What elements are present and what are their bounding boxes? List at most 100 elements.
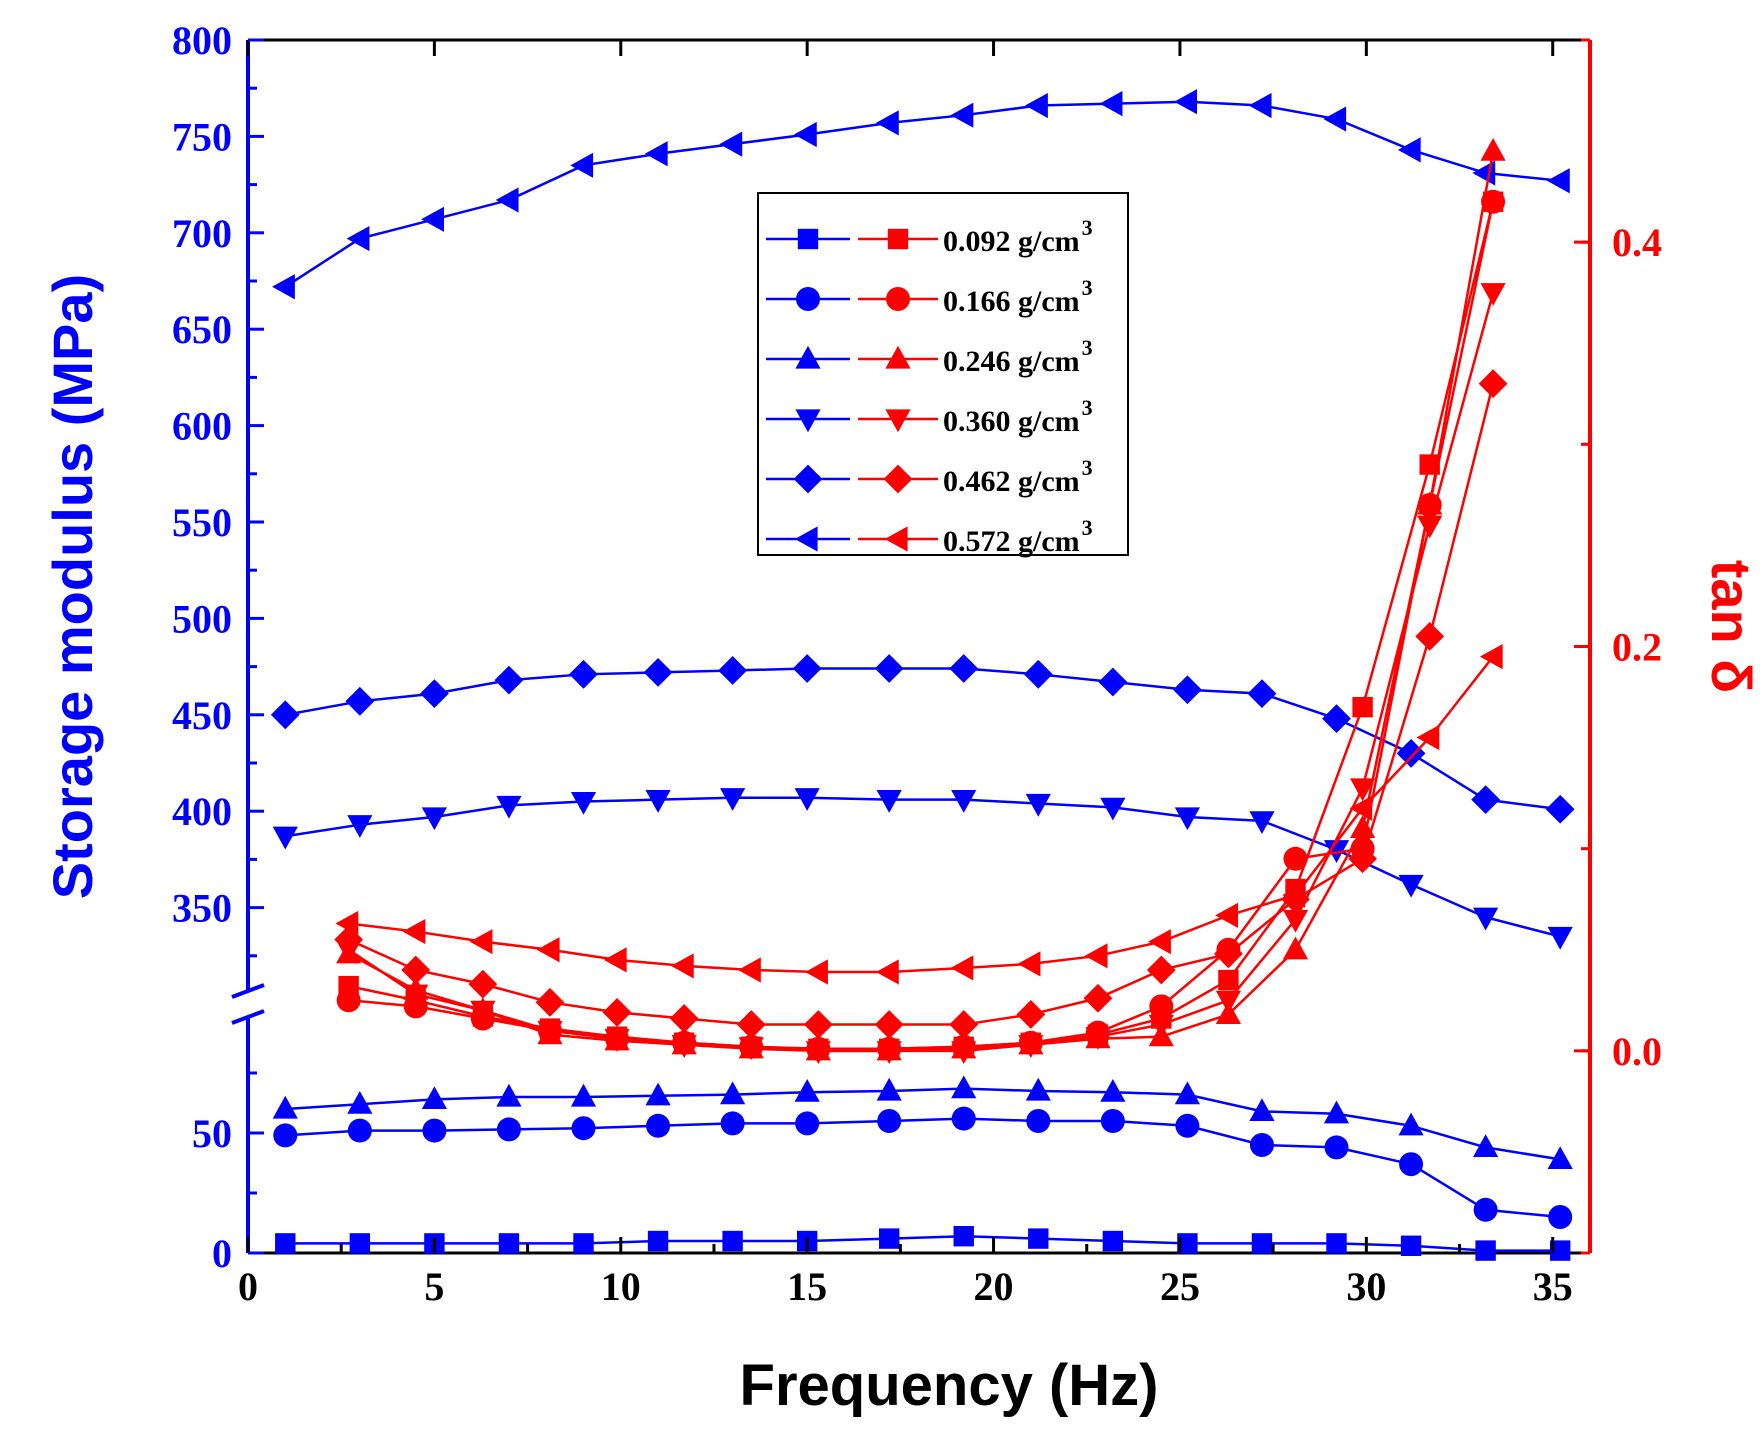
tan-delta-series-line — [348, 655, 1495, 974]
tan-delta-point — [1282, 909, 1309, 933]
tan-delta-point — [875, 959, 899, 985]
y-left-tick-label: 750 — [172, 114, 232, 159]
modulus-point — [1545, 794, 1575, 824]
y-left-tick-label: 700 — [172, 211, 232, 256]
tan-delta-point — [470, 1000, 496, 1024]
legend-marker-modulus — [793, 464, 823, 494]
modulus-point — [720, 1081, 746, 1105]
x-tick-label: 30 — [1346, 1264, 1386, 1309]
modulus-point — [792, 654, 822, 683]
modulus-point — [1247, 679, 1277, 708]
y-left-axis-title: Storage modulus (MPa) — [41, 274, 104, 899]
modulus-point — [1099, 91, 1123, 117]
legend: 0.092 g/cm 30.166 g/cm 30.246 g/cm 30.360 g… — [757, 192, 1129, 558]
modulus-point — [498, 1233, 520, 1254]
modulus-point — [573, 1233, 594, 1254]
modulus-point — [1547, 1146, 1573, 1169]
modulus-point — [1248, 92, 1272, 119]
x-tick-label: 25 — [1160, 1264, 1200, 1309]
tan-delta-series-6 — [335, 644, 1503, 985]
modulus-point — [1251, 1233, 1273, 1254]
tan-delta-point — [335, 910, 359, 937]
tan-delta-point — [803, 1010, 833, 1039]
modulus-point — [878, 1228, 900, 1249]
tan-delta-point — [805, 959, 828, 985]
modulus-point — [1249, 1098, 1275, 1121]
modulus-point — [495, 187, 519, 213]
modulus-point — [877, 1109, 902, 1133]
tan-delta-point — [537, 1021, 563, 1044]
legend-label-superscript: 3 — [1082, 335, 1093, 360]
tan-delta-point — [950, 955, 974, 981]
modulus-point — [1102, 1230, 1124, 1252]
modulus-point — [272, 274, 295, 300]
modulus-series-2 — [273, 1106, 1573, 1229]
x-tick-label: 35 — [1533, 1264, 1573, 1309]
legend-label-superscript: 3 — [1082, 275, 1093, 300]
tan-delta-point — [1350, 778, 1376, 802]
tan-delta-point — [1084, 943, 1108, 969]
modulus-point — [1323, 1100, 1350, 1124]
modulus-point — [720, 1111, 745, 1136]
legend-marker-modulus — [795, 409, 821, 433]
modulus-point — [1100, 1109, 1125, 1133]
legend-label: 0.360 g/cm — [943, 405, 1080, 438]
y-right-tick-label: 0.0 — [1612, 1029, 1662, 1074]
legend-marker-tan-delta — [887, 228, 909, 250]
tan-delta-point — [536, 937, 560, 963]
modulus-point — [1322, 704, 1351, 734]
y-left-tick-label: 550 — [172, 500, 232, 545]
legend-box — [757, 192, 1129, 556]
modulus-point — [1398, 1112, 1424, 1136]
tan-delta-point — [1149, 994, 1174, 1019]
y-left-tick-label: 350 — [172, 886, 232, 931]
tan-delta-point — [1148, 929, 1171, 955]
tan-delta-point — [1214, 939, 1243, 969]
modulus-point — [1177, 1233, 1198, 1254]
modulus-point — [1323, 106, 1347, 132]
tan-delta-point — [1350, 815, 1376, 839]
modulus-series-line — [285, 667, 1561, 811]
modulus-point — [569, 659, 598, 689]
y-right-tick-label: 0.4 — [1612, 220, 1662, 265]
modulus-point — [718, 656, 748, 685]
legend-item: 0.092 g/cm 3 — [766, 215, 1093, 258]
modulus-point — [273, 1123, 298, 1148]
legend-label-superscript: 3 — [1082, 215, 1093, 240]
modulus-point — [1025, 1077, 1051, 1101]
modulus-point — [645, 790, 671, 813]
x-tick-label: 5 — [424, 1264, 444, 1309]
tan-delta-point — [1479, 644, 1503, 670]
modulus-point — [876, 790, 902, 813]
tan-delta-point — [1083, 983, 1113, 1013]
modulus-point — [1471, 785, 1501, 815]
modulus-series-5 — [270, 654, 1575, 824]
modulus-point — [1473, 907, 1499, 931]
tan-delta-point — [736, 1010, 766, 1039]
modulus-point — [347, 815, 373, 838]
tan-delta-point — [1416, 724, 1440, 751]
legend-label-superscript: 3 — [1082, 395, 1093, 420]
tan-delta-point — [1481, 189, 1506, 214]
modulus-point — [876, 1077, 902, 1101]
modulus-point — [793, 121, 817, 148]
modulus-series-line — [285, 1234, 1561, 1252]
legend-label: 0.462 g/cm — [943, 465, 1080, 498]
tan-delta-point — [602, 998, 632, 1027]
modulus-point — [1475, 1240, 1496, 1261]
axis-break-mark-bottom — [231, 1009, 265, 1025]
tan-delta-point — [1417, 515, 1443, 539]
modulus-point — [1546, 168, 1570, 194]
modulus-point — [949, 654, 979, 683]
modulus-point — [1548, 1205, 1573, 1229]
y-left-tick-label: 650 — [172, 307, 232, 352]
legend-label-superscript: 3 — [1082, 515, 1093, 540]
tan-delta-point — [1016, 1000, 1046, 1029]
modulus-point — [570, 152, 594, 178]
modulus-point — [1028, 1228, 1049, 1249]
modulus-point — [951, 790, 977, 813]
modulus-point — [1400, 1235, 1422, 1256]
modulus-point — [419, 679, 449, 708]
